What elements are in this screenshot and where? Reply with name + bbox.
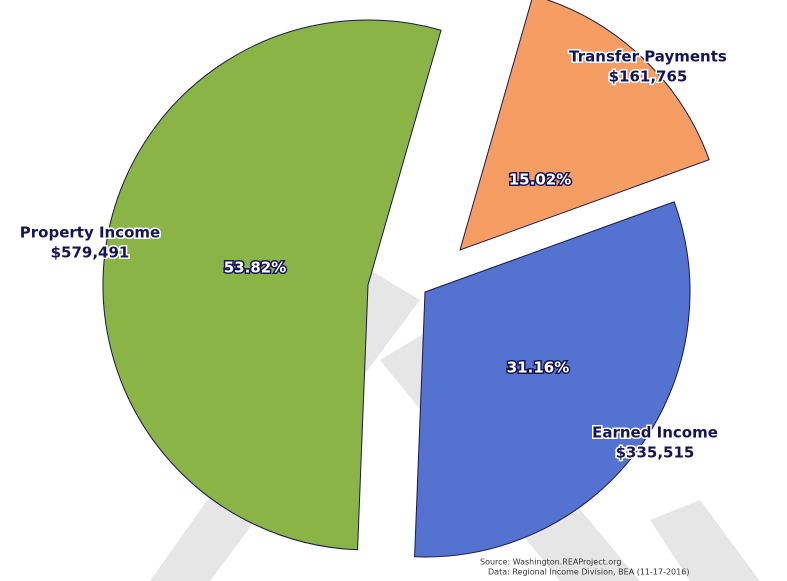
source: Source: Washington.REAProject.org	[480, 558, 621, 567]
data-note: Data: Regional Income Division, BEA (11-…	[488, 568, 689, 577]
percent-label: 31.16%	[507, 359, 569, 377]
percent-label: 15.02%	[509, 171, 571, 189]
slice	[414, 201, 691, 558]
slice-name: Earned Income	[592, 424, 718, 442]
slice	[459, 0, 710, 251]
slice	[102, 19, 442, 551]
slice-name: Property Income	[20, 224, 160, 242]
value-label: $579,491	[51, 244, 130, 262]
value-label: $161,765	[609, 68, 688, 86]
slice-name: Transfer Payments	[569, 48, 727, 66]
percent-label: 53.82%	[224, 259, 286, 277]
watermark-stroke	[650, 500, 760, 581]
pie	[102, 0, 710, 558]
value-label: $335,515	[616, 444, 695, 462]
